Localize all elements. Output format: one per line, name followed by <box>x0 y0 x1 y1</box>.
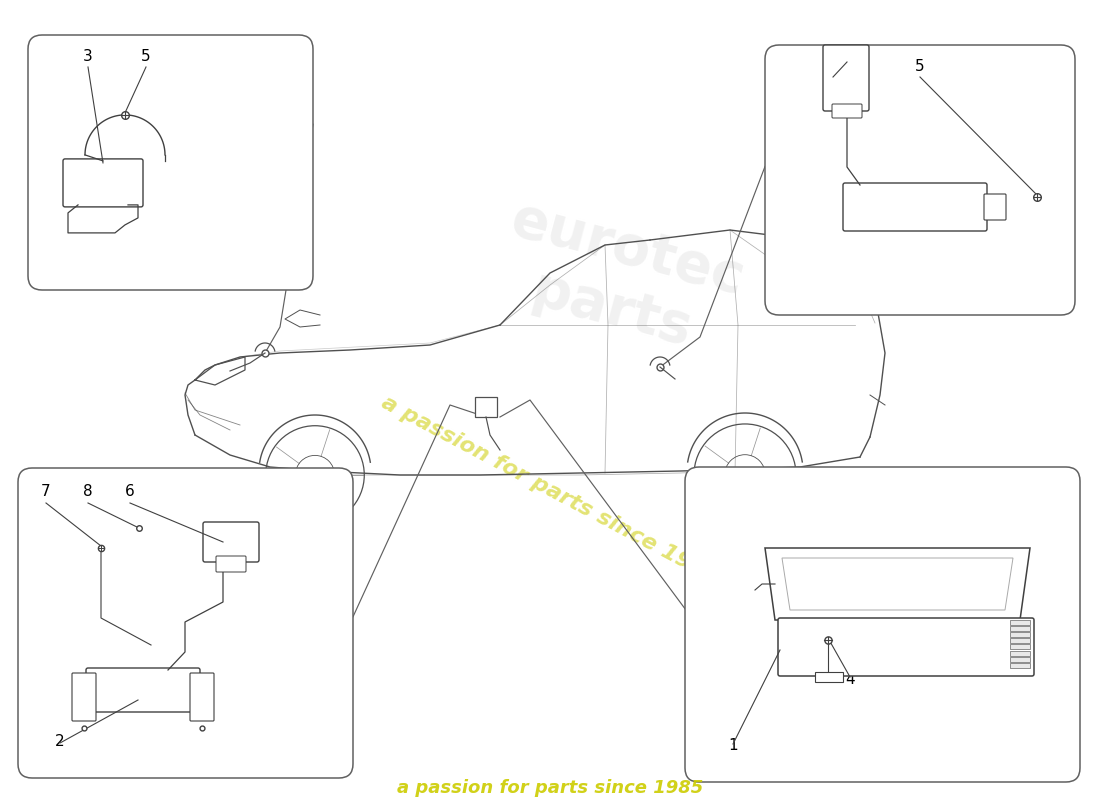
Text: a passion for parts since 1985: a passion for parts since 1985 <box>378 392 722 588</box>
FancyBboxPatch shape <box>204 522 258 562</box>
FancyBboxPatch shape <box>216 556 246 572</box>
FancyBboxPatch shape <box>778 618 1034 676</box>
Bar <box>1010 638 1030 643</box>
Text: 3: 3 <box>828 59 838 74</box>
Text: 5: 5 <box>141 49 151 64</box>
Bar <box>1010 632 1030 637</box>
Polygon shape <box>764 548 1030 620</box>
Bar <box>1010 657 1030 662</box>
FancyBboxPatch shape <box>843 183 987 231</box>
FancyBboxPatch shape <box>190 673 214 721</box>
FancyBboxPatch shape <box>685 467 1080 782</box>
Text: 7: 7 <box>41 484 51 499</box>
Text: 2: 2 <box>55 734 65 749</box>
FancyBboxPatch shape <box>18 468 353 778</box>
Text: a passion for parts since 1985: a passion for parts since 1985 <box>397 779 703 797</box>
FancyBboxPatch shape <box>28 35 313 290</box>
FancyBboxPatch shape <box>984 194 1006 220</box>
FancyBboxPatch shape <box>832 104 862 118</box>
Bar <box>1010 650 1030 656</box>
Text: 5: 5 <box>915 59 925 74</box>
Bar <box>475 397 497 417</box>
Bar <box>815 672 843 682</box>
FancyBboxPatch shape <box>86 668 200 712</box>
Text: 1: 1 <box>728 738 738 753</box>
Bar <box>1010 645 1030 650</box>
Text: 4: 4 <box>845 672 855 687</box>
Text: eurotec
parts: eurotec parts <box>490 193 751 367</box>
Text: 6: 6 <box>125 484 135 499</box>
FancyBboxPatch shape <box>63 159 143 207</box>
Text: 3: 3 <box>84 49 92 64</box>
FancyBboxPatch shape <box>72 673 96 721</box>
FancyBboxPatch shape <box>764 45 1075 315</box>
Bar <box>1010 663 1030 668</box>
Polygon shape <box>782 558 1013 610</box>
Text: 8: 8 <box>84 484 92 499</box>
Bar <box>1010 619 1030 625</box>
FancyBboxPatch shape <box>823 45 869 111</box>
Bar <box>1010 626 1030 630</box>
